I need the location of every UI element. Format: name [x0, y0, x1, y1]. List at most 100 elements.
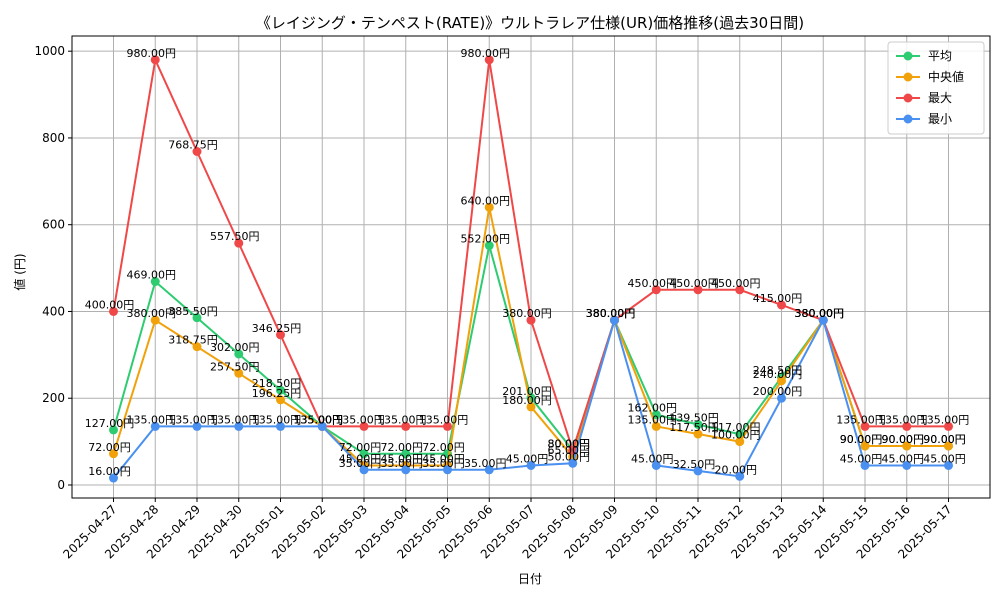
- data-label: 218.50円: [252, 377, 302, 390]
- data-label: 135.00円: [878, 413, 928, 426]
- data-label: 65.00円: [548, 444, 591, 457]
- data-label: 469.00円: [127, 269, 177, 282]
- data-label: 16.00円: [88, 465, 131, 478]
- data-label: 117.00円: [711, 421, 761, 434]
- data-label: 135.00円: [294, 413, 344, 426]
- data-label: 45.00円: [506, 452, 549, 465]
- data-point: [610, 315, 619, 325]
- data-label: 380.00円: [502, 307, 552, 320]
- data-label: 380.00円: [795, 307, 845, 320]
- data-label: 135.00円: [168, 413, 218, 426]
- data-point: [234, 421, 244, 431]
- data-label: 135.00円: [127, 413, 177, 426]
- y-axis-title: 値 (円): [12, 253, 27, 290]
- data-point: [443, 465, 452, 475]
- data-point: [693, 429, 703, 439]
- data-label: 162.00円: [628, 402, 678, 415]
- data-label: 240.00円: [753, 368, 803, 381]
- data-label: 127.00円: [85, 417, 135, 430]
- series-layer: [109, 55, 953, 483]
- data-label: 380.00円: [127, 307, 177, 320]
- data-point: [860, 421, 870, 431]
- data-point: [192, 147, 202, 156]
- data-point: [484, 55, 494, 65]
- data-label: 117.50円: [669, 421, 719, 434]
- data-point: [150, 315, 160, 325]
- data-point: [401, 465, 411, 475]
- data-label: 552.00円: [461, 233, 511, 246]
- data-point: [651, 410, 661, 420]
- data-label: 135.00円: [836, 413, 886, 426]
- data-point: [150, 421, 160, 431]
- data-point: [359, 465, 369, 475]
- data-label: 135.00円: [377, 413, 427, 426]
- data-label: 90.00円: [840, 433, 883, 446]
- data-label: 20.00円: [715, 463, 758, 476]
- data-point: [651, 421, 661, 431]
- data-point: [860, 460, 870, 470]
- data-point: [192, 313, 202, 323]
- data-point: [150, 277, 160, 287]
- data-label: 980.00円: [127, 47, 177, 60]
- data-label: 135.00円: [335, 413, 385, 426]
- data-label: 450.00円: [628, 277, 678, 290]
- data-label: 201.00円: [502, 385, 552, 398]
- data-label: 35.00円: [339, 457, 382, 470]
- data-point: [735, 437, 745, 447]
- data-point: [234, 238, 244, 248]
- data-label: 180.00円: [502, 394, 552, 407]
- data-label: 45.00円: [422, 452, 465, 465]
- legend-label: 平均: [928, 49, 952, 63]
- data-point: [276, 385, 285, 395]
- axes: 020040060080010002025-04-272025-04-28202…: [34, 35, 991, 561]
- data-label: 415.00円: [753, 292, 803, 305]
- data-point: [735, 285, 745, 295]
- data-point: [526, 460, 536, 470]
- data-label: 90.00円: [882, 433, 925, 446]
- data-label: 400.00円: [85, 298, 135, 311]
- data-label: 72.00円: [422, 441, 465, 454]
- data-point: [902, 460, 912, 470]
- legend-label: 中央値: [928, 69, 964, 84]
- data-point: [401, 421, 411, 431]
- data-label: 346.25円: [252, 322, 302, 335]
- y-tick-label: 400: [42, 304, 65, 318]
- data-label: 557.50円: [210, 230, 260, 243]
- y-tick-label: 800: [42, 131, 65, 145]
- data-label: 45.00円: [631, 452, 674, 465]
- data-point: [109, 449, 118, 459]
- y-tick-label: 1000: [34, 44, 65, 58]
- data-point: [944, 441, 953, 451]
- data-label: 248.50円: [753, 364, 803, 377]
- y-tick-label: 200: [42, 391, 65, 405]
- data-point: [109, 473, 118, 483]
- data-point: [192, 421, 202, 431]
- data-point: [484, 241, 494, 251]
- grid: [72, 36, 990, 498]
- data-point: [276, 421, 285, 431]
- data-label: 90.00円: [840, 433, 883, 446]
- y-tick-label: 600: [42, 218, 65, 232]
- data-label: 45.00円: [923, 452, 966, 465]
- data-point: [359, 449, 369, 459]
- data-point: [443, 421, 452, 431]
- data-labels: 127.00円 469.00円 385.50円 302.00円 218.50円 135.0…: [85, 47, 970, 478]
- data-label: 640.00円: [461, 194, 511, 207]
- data-point: [735, 471, 745, 481]
- data-label: 100.00円: [711, 429, 761, 442]
- data-label: 380.00円: [586, 307, 636, 320]
- data-point: [484, 465, 494, 475]
- data-label: 380.00円: [586, 307, 636, 320]
- data-label: 135.00円: [252, 413, 302, 426]
- data-point: [234, 368, 244, 378]
- data-label: 980.00円: [461, 47, 511, 60]
- data-point: [651, 285, 661, 295]
- data-point: [401, 449, 411, 459]
- data-label: 72.00円: [339, 441, 382, 454]
- data-point: [944, 460, 953, 470]
- data-point: [109, 425, 118, 435]
- data-point: [902, 421, 912, 431]
- data-label: 90.00円: [882, 433, 925, 446]
